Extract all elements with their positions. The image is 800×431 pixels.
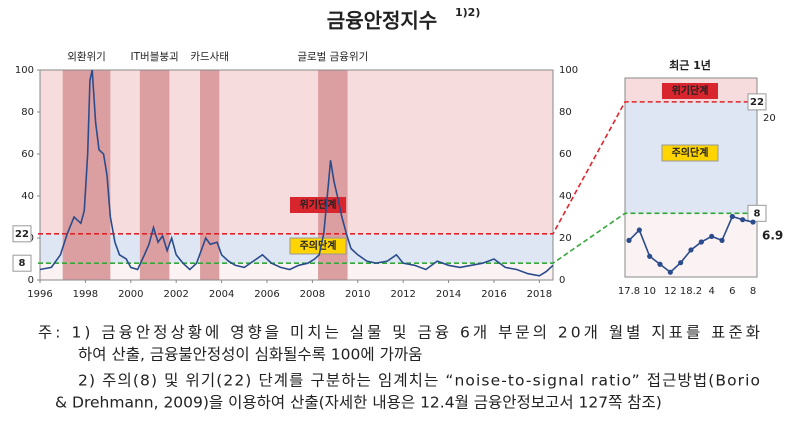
x-tick-label: 18.2 [680, 286, 702, 297]
threshold-value: 22 [15, 229, 29, 240]
point [740, 217, 746, 223]
threshold-line [38, 101, 757, 235]
y2-tick-label: 0 [559, 275, 565, 286]
threshold-value: 22 [750, 97, 764, 108]
threshold-value: 8 [19, 258, 26, 269]
threshold-value-box [747, 204, 767, 222]
period-label: 외환위기 [67, 50, 106, 63]
x-tick-label: 2010 [345, 289, 370, 300]
x-tick-label: 8 [750, 286, 756, 297]
x-tick-label: 2016 [481, 289, 506, 300]
point [750, 219, 756, 225]
point [729, 213, 735, 220]
stage-label-box [289, 237, 347, 255]
note: 하여 산출, 금융불안정성이 심화될수록 100에 가까움 [78, 346, 422, 364]
y2-tick-label: 20 [559, 233, 572, 244]
x-tick-label: 4 [708, 286, 714, 297]
point [626, 237, 632, 243]
threshold-line [38, 212, 757, 265]
point [698, 239, 704, 245]
stage-label: 위기단계 [672, 84, 709, 97]
crisis-period [200, 70, 220, 280]
x-tick-label: 2008 [300, 289, 325, 300]
chart-title: 금융안정지수 [327, 9, 437, 33]
plot-frame [39, 69, 554, 281]
point [657, 261, 663, 267]
point [678, 260, 684, 266]
stage-label: 주의단계 [300, 239, 337, 252]
point [688, 247, 694, 253]
x-tick-label: 12 [664, 286, 677, 297]
crisis-period [139, 70, 170, 280]
x-tick-label: 6 [729, 286, 735, 297]
y2-tick-label: 100 [559, 65, 578, 76]
x-tick-label: 17.8 [618, 286, 640, 297]
x-tick-label: 2004 [209, 289, 234, 300]
y-tick-label: 60 [21, 149, 34, 160]
note: 주: 1) 금융안정상황에 영향을 미치는 실물 및 금융 6개 부문의 20개… [38, 324, 760, 342]
y2-tick-label: 40 [559, 191, 572, 202]
y-tick-label: 100 [15, 65, 34, 76]
period-label: IT버블붕괴 [131, 51, 179, 63]
y-tick-label: 20 [763, 113, 776, 124]
inset-frame [624, 77, 758, 278]
threshold-value-box [12, 225, 32, 243]
x-tick-label: 1996 [27, 289, 52, 300]
normal-zone [625, 213, 757, 277]
x-tick-label: 2018 [527, 289, 552, 300]
inset-title: 최근 1년 [669, 58, 711, 72]
point [709, 233, 715, 240]
stage-label-box [290, 197, 346, 213]
stage-label-box [662, 83, 718, 99]
note: & Drehmann, 2009)을 이용하여 산출(자세한 내용은 12.4월… [55, 394, 662, 412]
y-tick-label: 0 [28, 275, 34, 286]
stage-label: 주의단계 [672, 146, 709, 159]
y-tick-label: 40 [21, 191, 34, 202]
y2-tick-label: 80 [559, 107, 572, 118]
period-label: 카드사태 [190, 51, 229, 63]
threshold-value-box [747, 93, 767, 111]
value-label: 6.9 [762, 229, 783, 243]
threshold-value: 8 [754, 208, 761, 219]
point [719, 237, 725, 243]
point [667, 269, 673, 275]
note: 2) 주의(8) 및 위기(22) 단계를 구분하는 임계치는 “noise-t… [78, 372, 760, 390]
y2-tick-label: 60 [559, 149, 572, 160]
x-tick-label: 2006 [254, 289, 279, 300]
x-tick-label: 10 [643, 286, 656, 297]
series-line [39, 69, 554, 277]
x-tick-label: 2000 [118, 289, 143, 300]
x-tick-label: 1998 [73, 289, 98, 300]
y-tick-label: 80 [21, 107, 34, 118]
title-superscript: 1)2) [455, 6, 480, 19]
threshold-value-box [12, 254, 32, 272]
stage-label: 위기단계 [300, 198, 337, 211]
point [647, 253, 653, 259]
stage-label-box [661, 144, 719, 162]
x-tick-label: 2012 [390, 289, 415, 300]
x-tick-label: 2014 [436, 289, 461, 300]
period-label: 글로벌 금융위기 [297, 50, 368, 63]
point [636, 227, 642, 233]
x-tick-label: 2002 [163, 289, 188, 300]
